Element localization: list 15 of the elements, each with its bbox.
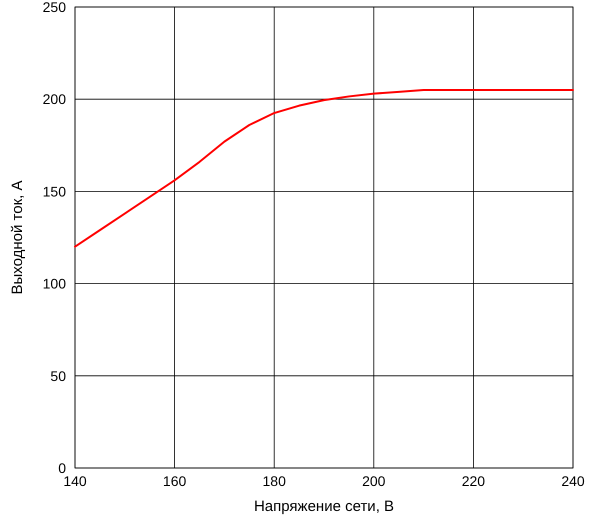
x-axis-title: Напряжение сети, В: [254, 498, 394, 515]
y-axis-title: Выходной ток, А: [9, 180, 26, 295]
x-tick-label: 160: [162, 473, 186, 489]
y-tick-label: 100: [42, 276, 66, 292]
y-tick-label: 50: [50, 368, 66, 384]
line-series: [74, 88, 574, 248]
y-tick-label: 200: [42, 91, 66, 108]
y-tick-label: 150: [42, 183, 66, 200]
x-tick-label: 140: [63, 473, 87, 489]
x-tick-label: 220: [462, 473, 486, 489]
y-tick-label: 250: [42, 0, 66, 15]
y-tick-label: 0: [58, 460, 66, 476]
x-tick-label: 240: [561, 473, 585, 489]
x-tick-label: 200: [362, 473, 386, 489]
x-tick-label: 180: [262, 473, 286, 489]
